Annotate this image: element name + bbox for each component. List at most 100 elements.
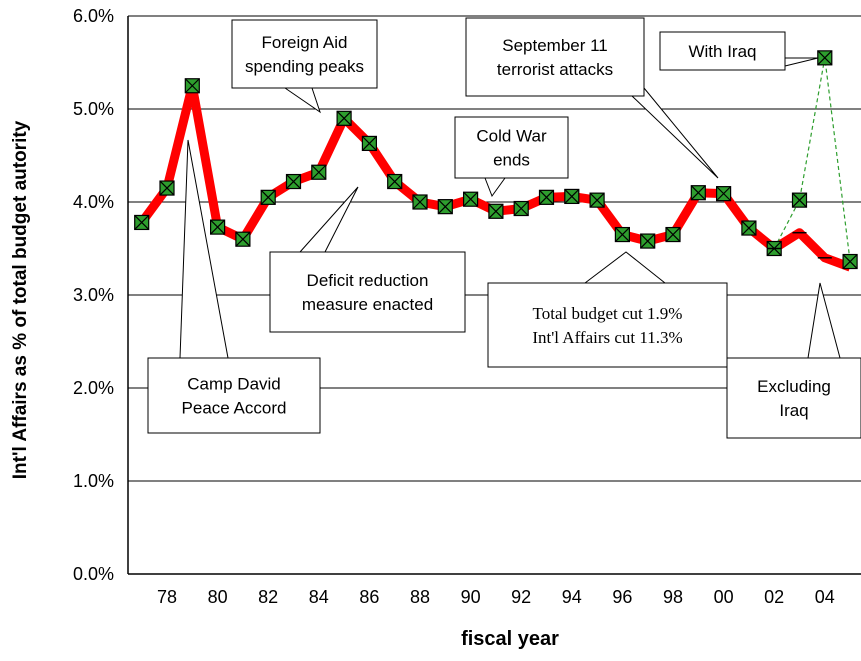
- marker: [817, 50, 833, 66]
- annotation: ends: [493, 151, 530, 170]
- y-tick-label: 3.0%: [73, 285, 114, 305]
- y-tick-label: 5.0%: [73, 99, 114, 119]
- annotation: Cold War: [476, 127, 547, 146]
- marker: [715, 186, 732, 202]
- marker-cross: [640, 233, 656, 249]
- annotation: September 11: [502, 36, 608, 55]
- marker-cross: [792, 192, 807, 208]
- marker-cross: [387, 174, 403, 189]
- y-tick-label: 6.0%: [73, 6, 114, 26]
- callout-pointer: [784, 57, 819, 67]
- x-tick-label: 98: [663, 587, 683, 607]
- marker: [614, 226, 631, 243]
- marker: [665, 226, 681, 243]
- annotation: Int'l Affairs cut 11.3%: [532, 328, 682, 347]
- annotation: Foreign Aid: [262, 33, 348, 52]
- x-tick-label: 94: [562, 587, 582, 607]
- marker-cross: [159, 180, 175, 196]
- marker: [437, 199, 453, 215]
- x-tick-label: 00: [714, 587, 734, 607]
- y-tick-label: 2.0%: [73, 378, 114, 398]
- marker: [159, 180, 175, 196]
- dashed-line: [773, 57, 851, 262]
- marker-cross: [539, 189, 554, 205]
- marker: [134, 214, 150, 231]
- x-tick-label: 04: [815, 587, 835, 607]
- annotation: Iraq: [779, 401, 808, 420]
- x-tick-label: 82: [258, 587, 278, 607]
- marker: [235, 231, 251, 247]
- marker: [463, 191, 479, 207]
- annotation: Total budget cut 1.9%: [533, 304, 683, 323]
- marker: [640, 233, 656, 249]
- annotation: Deficit reduction: [307, 271, 429, 290]
- x-tick-label: 84: [309, 587, 329, 607]
- y-tick-label: 1.0%: [73, 471, 114, 491]
- y-tick-label: 0.0%: [73, 564, 114, 584]
- marker: [513, 200, 529, 217]
- callout-box: [487, 282, 728, 368]
- annotation: terrorist attacks: [497, 60, 613, 79]
- marker-cross: [716, 186, 732, 202]
- x-tick-label: 02: [764, 587, 784, 607]
- callout-pointer: [484, 177, 506, 198]
- annotation: Peace Accord: [182, 399, 287, 418]
- callout-box: [465, 17, 645, 97]
- y-axis-label: Int'l Affairs as % of total budget autor…: [10, 120, 31, 479]
- marker-cross: [564, 188, 580, 204]
- marker: [336, 110, 352, 126]
- marker: [791, 192, 808, 208]
- marker: [842, 253, 858, 270]
- annotation: Camp David: [187, 375, 281, 394]
- marker-cross: [437, 199, 453, 215]
- annotation: spending peaks: [245, 57, 364, 76]
- x-tick-label: 90: [461, 587, 481, 607]
- x-tick-label: 96: [612, 587, 632, 607]
- marker: [412, 194, 428, 210]
- marker: [741, 220, 757, 236]
- marker: [538, 189, 555, 205]
- x-tick-label: 80: [208, 587, 228, 607]
- marker-cross: [361, 135, 377, 151]
- marker-cross: [210, 219, 226, 235]
- annotation: measure enacted: [302, 295, 433, 314]
- marker: [488, 203, 504, 219]
- marker-cross: [488, 203, 504, 219]
- callout-box: [726, 357, 861, 439]
- marker-cross: [817, 50, 833, 66]
- callout-box: [147, 357, 321, 434]
- marker-cross: [311, 164, 327, 180]
- marker: [184, 78, 200, 94]
- callout-pointer: [584, 251, 666, 284]
- x-axis-label: fiscal year: [461, 628, 559, 650]
- marker: [690, 185, 706, 201]
- marker-cross: [260, 189, 276, 205]
- annotation: With Iraq: [688, 42, 756, 61]
- marker: [361, 135, 377, 152]
- annotation: Excluding: [757, 377, 831, 396]
- marker: [564, 188, 580, 205]
- x-tick-label: 86: [359, 587, 379, 607]
- callout-pointer: [631, 87, 719, 179]
- marker-cross: [842, 254, 858, 269]
- marker-cross: [513, 201, 529, 216]
- callout-pointer: [179, 139, 229, 359]
- x-tick-label: 92: [511, 587, 531, 607]
- marker: [210, 219, 226, 235]
- callout-pointer: [299, 186, 359, 253]
- callout-box: [659, 31, 786, 71]
- x-tick-label: 88: [410, 587, 430, 607]
- marker: [285, 173, 302, 190]
- marker: [260, 189, 276, 205]
- callout-pointer: [284, 87, 321, 114]
- marker-cross: [412, 194, 428, 210]
- marker: [311, 164, 327, 180]
- y-tick-label: 4.0%: [73, 192, 114, 212]
- callout-box: [269, 251, 466, 333]
- callout-box: [231, 19, 378, 89]
- marker-cross: [235, 231, 251, 247]
- marker-cross: [184, 78, 200, 94]
- callout-pointer: [807, 282, 841, 359]
- marker-cross: [463, 191, 479, 207]
